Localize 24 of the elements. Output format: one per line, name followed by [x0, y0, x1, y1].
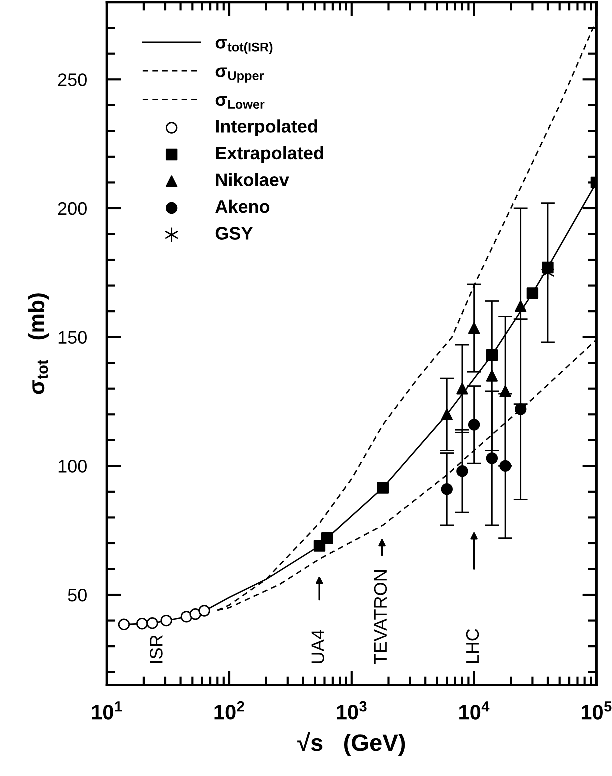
x-tick-label: 10$^{5}$ — [582, 702, 612, 720]
x-tick-label: 10$^{3}$ — [337, 701, 367, 720]
y-tick-label: 50 — [68, 588, 87, 602]
legend-label: Extrapolated — [216, 146, 324, 164]
y-tick-label: 250 — [58, 74, 87, 86]
legend-label: Akeno — [216, 200, 270, 214]
text: σ$_{tot}$ (mb) — [28, 294, 50, 394]
x-tick-label: 10$^{1}$ — [92, 702, 122, 720]
annotation: UA4 — [312, 630, 324, 664]
y-tick-label: 100 — [58, 460, 87, 473]
legend-label: Interpolated — [216, 120, 318, 136]
legend-label: σ$_{tot(ISR)}$ — [216, 39, 273, 54]
x-tick-label: 10$^{4}$ — [460, 702, 490, 720]
legend-label: Nikolaev — [216, 173, 290, 186]
annotation: TEVATRON — [374, 570, 388, 664]
x-tick-label: 10$^{2}$ — [214, 701, 244, 720]
x-axis-title: √s (GeV) — [298, 732, 406, 756]
legend-label: σ$_{Lower}$ — [216, 96, 265, 110]
annotation: LHC — [466, 629, 480, 664]
legend-label: σ$_{Upper}$ — [216, 68, 264, 83]
y-tick-label: 200 — [58, 202, 87, 216]
annotation: ISR — [150, 635, 163, 664]
y-tick-label: 150 — [58, 331, 87, 344]
legend-label: GSY — [216, 227, 253, 240]
